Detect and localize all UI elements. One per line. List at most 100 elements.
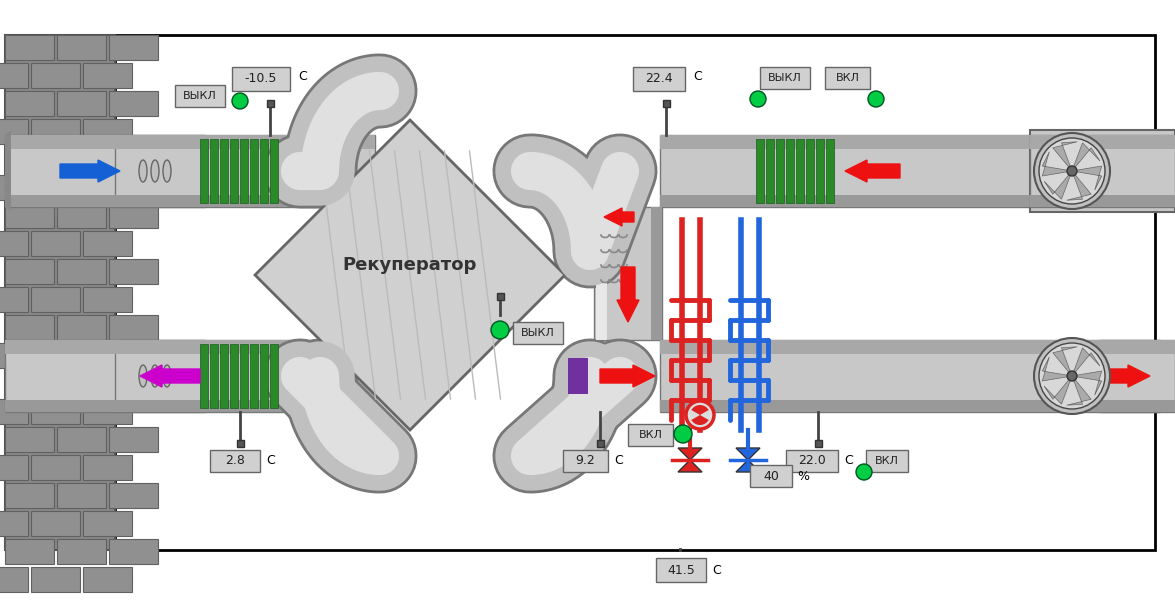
Bar xyxy=(58,259,106,284)
Ellipse shape xyxy=(152,365,159,387)
Bar xyxy=(786,139,794,203)
Circle shape xyxy=(491,321,509,339)
Bar xyxy=(513,322,563,344)
Circle shape xyxy=(750,91,766,107)
FancyArrow shape xyxy=(140,365,200,387)
Text: ВЫКЛ: ВЫКЛ xyxy=(183,91,217,101)
Bar xyxy=(58,147,106,172)
Bar xyxy=(866,450,908,472)
Bar xyxy=(627,424,673,446)
Bar xyxy=(58,35,106,60)
Polygon shape xyxy=(1072,348,1100,376)
Bar xyxy=(5,427,54,452)
FancyArrow shape xyxy=(60,160,120,182)
Bar xyxy=(83,455,132,480)
Circle shape xyxy=(686,401,714,429)
Bar xyxy=(270,139,278,203)
Text: 40: 40 xyxy=(763,470,779,482)
Bar xyxy=(109,427,157,452)
Bar xyxy=(210,139,219,203)
Polygon shape xyxy=(1045,376,1072,404)
Bar xyxy=(5,35,115,550)
Bar xyxy=(760,67,810,89)
Ellipse shape xyxy=(152,160,159,182)
Ellipse shape xyxy=(139,365,147,387)
Circle shape xyxy=(1034,338,1110,414)
Bar xyxy=(5,483,54,508)
Polygon shape xyxy=(1072,166,1102,190)
Bar xyxy=(83,343,132,368)
Bar xyxy=(8,132,11,210)
Bar xyxy=(230,344,239,408)
Bar xyxy=(83,63,132,88)
Bar xyxy=(5,340,204,354)
Bar xyxy=(115,135,375,207)
Bar xyxy=(597,440,604,447)
Bar xyxy=(58,483,106,508)
Bar xyxy=(231,67,290,91)
Bar xyxy=(83,399,132,424)
Text: -10.5: -10.5 xyxy=(244,73,277,85)
Bar xyxy=(200,139,208,203)
Bar xyxy=(31,343,80,368)
Bar xyxy=(58,315,106,340)
Bar xyxy=(250,344,258,408)
Bar xyxy=(220,139,228,203)
Polygon shape xyxy=(736,460,760,472)
Ellipse shape xyxy=(139,160,147,182)
Bar xyxy=(1030,137,1175,149)
Polygon shape xyxy=(1045,171,1072,199)
Bar xyxy=(1100,135,1175,207)
Bar xyxy=(115,135,375,149)
Text: ВКЛ: ВКЛ xyxy=(875,456,899,466)
Bar xyxy=(115,195,375,207)
Text: 22.0: 22.0 xyxy=(798,454,826,467)
Bar xyxy=(660,342,1160,354)
Bar xyxy=(660,195,1160,207)
Bar xyxy=(660,137,1160,149)
Bar xyxy=(5,340,204,412)
Circle shape xyxy=(868,91,884,107)
Ellipse shape xyxy=(163,365,172,387)
Bar xyxy=(109,147,157,172)
FancyArrow shape xyxy=(845,160,900,182)
Circle shape xyxy=(231,93,248,109)
Bar xyxy=(0,63,28,88)
Bar xyxy=(31,511,80,536)
Bar xyxy=(0,455,28,480)
Bar xyxy=(5,259,54,284)
Bar xyxy=(0,231,28,256)
Bar xyxy=(58,539,106,564)
Bar xyxy=(1030,130,1175,212)
Bar xyxy=(240,344,248,408)
Bar xyxy=(31,63,80,88)
Bar xyxy=(5,35,54,60)
Bar xyxy=(115,340,375,354)
Text: С: С xyxy=(266,453,275,467)
Bar xyxy=(7,133,9,209)
Polygon shape xyxy=(255,120,565,430)
Bar xyxy=(83,119,132,144)
Bar xyxy=(1030,135,1175,149)
Bar xyxy=(1030,195,1175,207)
Bar xyxy=(825,67,870,89)
Polygon shape xyxy=(736,448,760,460)
Bar xyxy=(230,139,239,203)
Polygon shape xyxy=(1072,371,1102,395)
FancyArrow shape xyxy=(1095,365,1150,387)
Text: ВКЛ: ВКЛ xyxy=(835,73,859,83)
Text: С: С xyxy=(298,70,307,84)
Bar xyxy=(5,539,54,564)
Bar xyxy=(5,135,204,207)
Bar xyxy=(5,400,204,412)
Bar xyxy=(1100,342,1175,354)
Polygon shape xyxy=(1042,152,1072,176)
Polygon shape xyxy=(1072,143,1100,171)
Polygon shape xyxy=(1053,347,1077,376)
Text: 22.4: 22.4 xyxy=(645,73,673,85)
Bar xyxy=(109,315,157,340)
Bar xyxy=(1030,135,1175,207)
Text: 41.5: 41.5 xyxy=(667,564,694,576)
Bar xyxy=(0,119,28,144)
Bar xyxy=(250,139,258,203)
